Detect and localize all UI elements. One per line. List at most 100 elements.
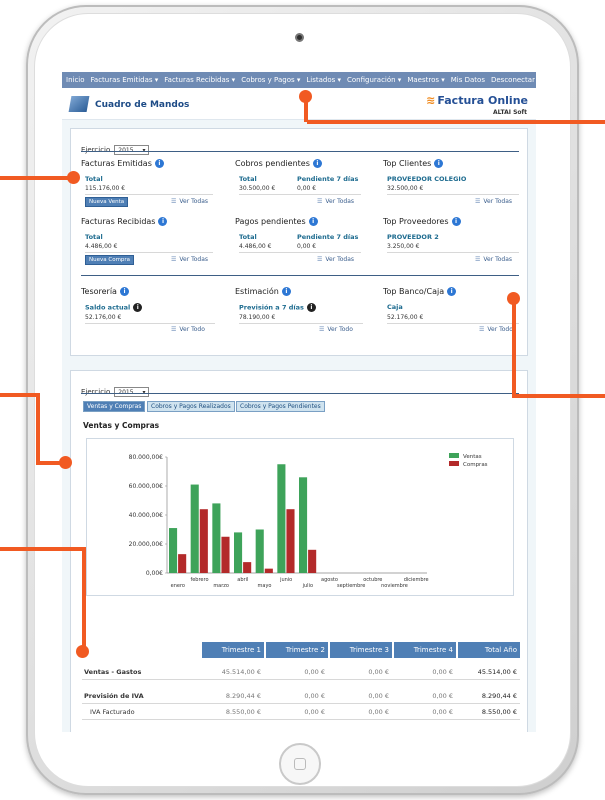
- divider: [387, 194, 519, 195]
- table-header: Trimestre 3: [330, 642, 392, 658]
- nav-desconectar[interactable]: Desconectar: [490, 76, 535, 84]
- pagos-ver-todas-link[interactable]: ☰ Ver Todas: [317, 256, 355, 263]
- info-icon[interactable]: i: [312, 159, 322, 168]
- top-proveedor-name[interactable]: PROVEEDOR 2: [387, 233, 439, 241]
- pagos-total-label[interactable]: Total: [239, 233, 257, 241]
- emitidas-total-label[interactable]: Total: [85, 175, 103, 183]
- ejercicio-row: Ejercicio2015: [81, 137, 149, 156]
- nav-facturas-recibidas[interactable]: Facturas Recibidas ▾: [164, 76, 236, 84]
- info-icon[interactable]: i: [158, 217, 168, 226]
- divider: [81, 275, 519, 276]
- legend-label: Ventas: [463, 454, 482, 460]
- list-icon: ☰: [319, 326, 325, 333]
- recibidas-total: 4.486,00 €: [85, 243, 118, 250]
- callout-line: [304, 96, 308, 122]
- top-banco-title: Top Banco/Caja i: [383, 287, 457, 296]
- table-header: Trimestre 1: [202, 642, 264, 658]
- proveedores-ver-todas-link[interactable]: ☰ Ver Todas: [475, 256, 513, 263]
- nav-mis-datos[interactable]: Mis Datos: [450, 76, 485, 84]
- emitidas-ver-todas-link[interactable]: ☰ Ver Todas: [171, 198, 209, 205]
- nav-inicio[interactable]: Inicio: [66, 76, 85, 84]
- row-divider: [82, 679, 520, 680]
- tab-cobros-pagos-pendientes[interactable]: Cobros y Pagos Pendientes: [236, 401, 325, 412]
- x-tick-label: diciembre: [404, 577, 429, 583]
- saldo-actual-label[interactable]: Saldo actual i: [85, 303, 143, 312]
- bar-ventas: [299, 477, 308, 573]
- table-row-label: Previsión de IVA: [84, 692, 144, 700]
- y-tick-label: 60.000,00€: [129, 483, 164, 490]
- brand-logo: ≋ Factura Online: [426, 94, 528, 107]
- callout-line: [36, 393, 40, 464]
- ejercicio-select[interactable]: 2015: [114, 145, 149, 155]
- x-tick-label: julio: [302, 583, 313, 589]
- cobros-pend-label[interactable]: Pendiente 7 días: [297, 175, 359, 183]
- nav-listados[interactable]: Listados ▾: [306, 76, 341, 84]
- top-cliente-amount: 32.500,00 €: [387, 185, 424, 192]
- prevision-label[interactable]: Previsión a 7 días i: [239, 303, 316, 312]
- info-icon[interactable]: i: [308, 217, 318, 226]
- home-icon: [294, 758, 306, 770]
- nav-maestros[interactable]: Maestros ▾: [407, 76, 445, 84]
- nav-facturas-emitidas[interactable]: Facturas Emitidas ▾: [90, 76, 159, 84]
- bar-compras: [286, 509, 295, 573]
- caja-label[interactable]: Caja: [387, 303, 403, 311]
- divider: [387, 252, 519, 253]
- x-tick-label: mayo: [258, 583, 272, 589]
- recibidas-total-label[interactable]: Total: [85, 233, 103, 241]
- info-icon[interactable]: i: [447, 287, 457, 296]
- brand-icon: ≋: [426, 94, 436, 107]
- callout-line: [36, 461, 64, 465]
- facturas-recibidas-title: Facturas Recibidas i: [81, 217, 168, 226]
- table-row-label: Ventas - Gastos: [84, 668, 142, 676]
- home-button[interactable]: [279, 743, 321, 785]
- info-icon[interactable]: i: [119, 287, 129, 296]
- list-icon: ☰: [479, 326, 485, 333]
- nueva-compra-button[interactable]: Nueva Compra: [85, 255, 135, 265]
- cobros-total: 30.500,00 €: [239, 185, 276, 192]
- clientes-ver-todas-link[interactable]: ☰ Ver Todas: [475, 198, 513, 205]
- tab-ventas-compras[interactable]: Ventas y Compras: [83, 401, 146, 412]
- bar-ventas: [255, 529, 264, 573]
- tab-cobros-pagos-realizados[interactable]: Cobros y Pagos Realizados: [147, 401, 235, 412]
- pagos-pend-label[interactable]: Pendiente 7 días: [297, 233, 359, 241]
- y-tick-label: 80.000,00€: [129, 454, 164, 461]
- banco-ver-todo-link[interactable]: ☰ Ver Todo: [479, 326, 513, 333]
- table-cell: 8.550,00 €: [481, 708, 517, 716]
- cobros-total-label[interactable]: Total: [239, 175, 257, 183]
- bar-ventas: [212, 503, 221, 573]
- info-icon[interactable]: i: [281, 287, 291, 296]
- info-icon[interactable]: i: [306, 303, 316, 312]
- nav-cobros-pagos[interactable]: Cobros y Pagos ▾: [241, 76, 301, 84]
- info-icon[interactable]: i: [154, 159, 164, 168]
- callout-line: [82, 547, 86, 651]
- table-cell: 8.290,44 €: [481, 692, 517, 700]
- recibidas-ver-todas-link[interactable]: ☰ Ver Todas: [171, 256, 209, 263]
- info-icon[interactable]: i: [434, 159, 444, 168]
- tesoreria-ver-todo-link[interactable]: ☰ Ver Todo: [171, 326, 205, 333]
- pagos-pendientes-title: Pagos pendientes i: [235, 217, 318, 226]
- x-tick-label: enero: [171, 583, 185, 589]
- list-icon: ☰: [475, 198, 481, 205]
- table-header: Trimestre 4: [394, 642, 456, 658]
- x-tick-label: abril: [237, 577, 248, 583]
- callout-line: [512, 298, 516, 398]
- list-icon: ☰: [317, 198, 323, 205]
- nueva-venta-button[interactable]: Nueva Venta: [85, 197, 129, 207]
- row-divider: [82, 719, 520, 720]
- callout-line: [307, 120, 605, 124]
- callout-dot: [507, 292, 520, 305]
- cobros-pend: 0,00 €: [297, 185, 317, 192]
- ejercicio-select-2[interactable]: 2015: [114, 387, 149, 397]
- x-tick-label: marzo: [213, 583, 229, 589]
- legend-label: Compras: [463, 462, 488, 468]
- table-cell: 0,00 €: [368, 692, 389, 700]
- info-icon[interactable]: i: [451, 217, 461, 226]
- list-icon: ☰: [475, 256, 481, 263]
- y-tick-label: 40.000,00€: [129, 512, 164, 519]
- cobros-ver-todas-link[interactable]: ☰ Ver Todas: [317, 198, 355, 205]
- estimacion-ver-todo-link[interactable]: ☰ Ver Todo: [319, 326, 353, 333]
- table-row-label: IVA Facturado: [90, 708, 135, 716]
- top-cliente-name[interactable]: PROVEEDOR COLEGIO: [387, 175, 467, 183]
- info-icon[interactable]: i: [133, 303, 143, 312]
- nav-configuracion[interactable]: Configuración ▾: [347, 76, 402, 84]
